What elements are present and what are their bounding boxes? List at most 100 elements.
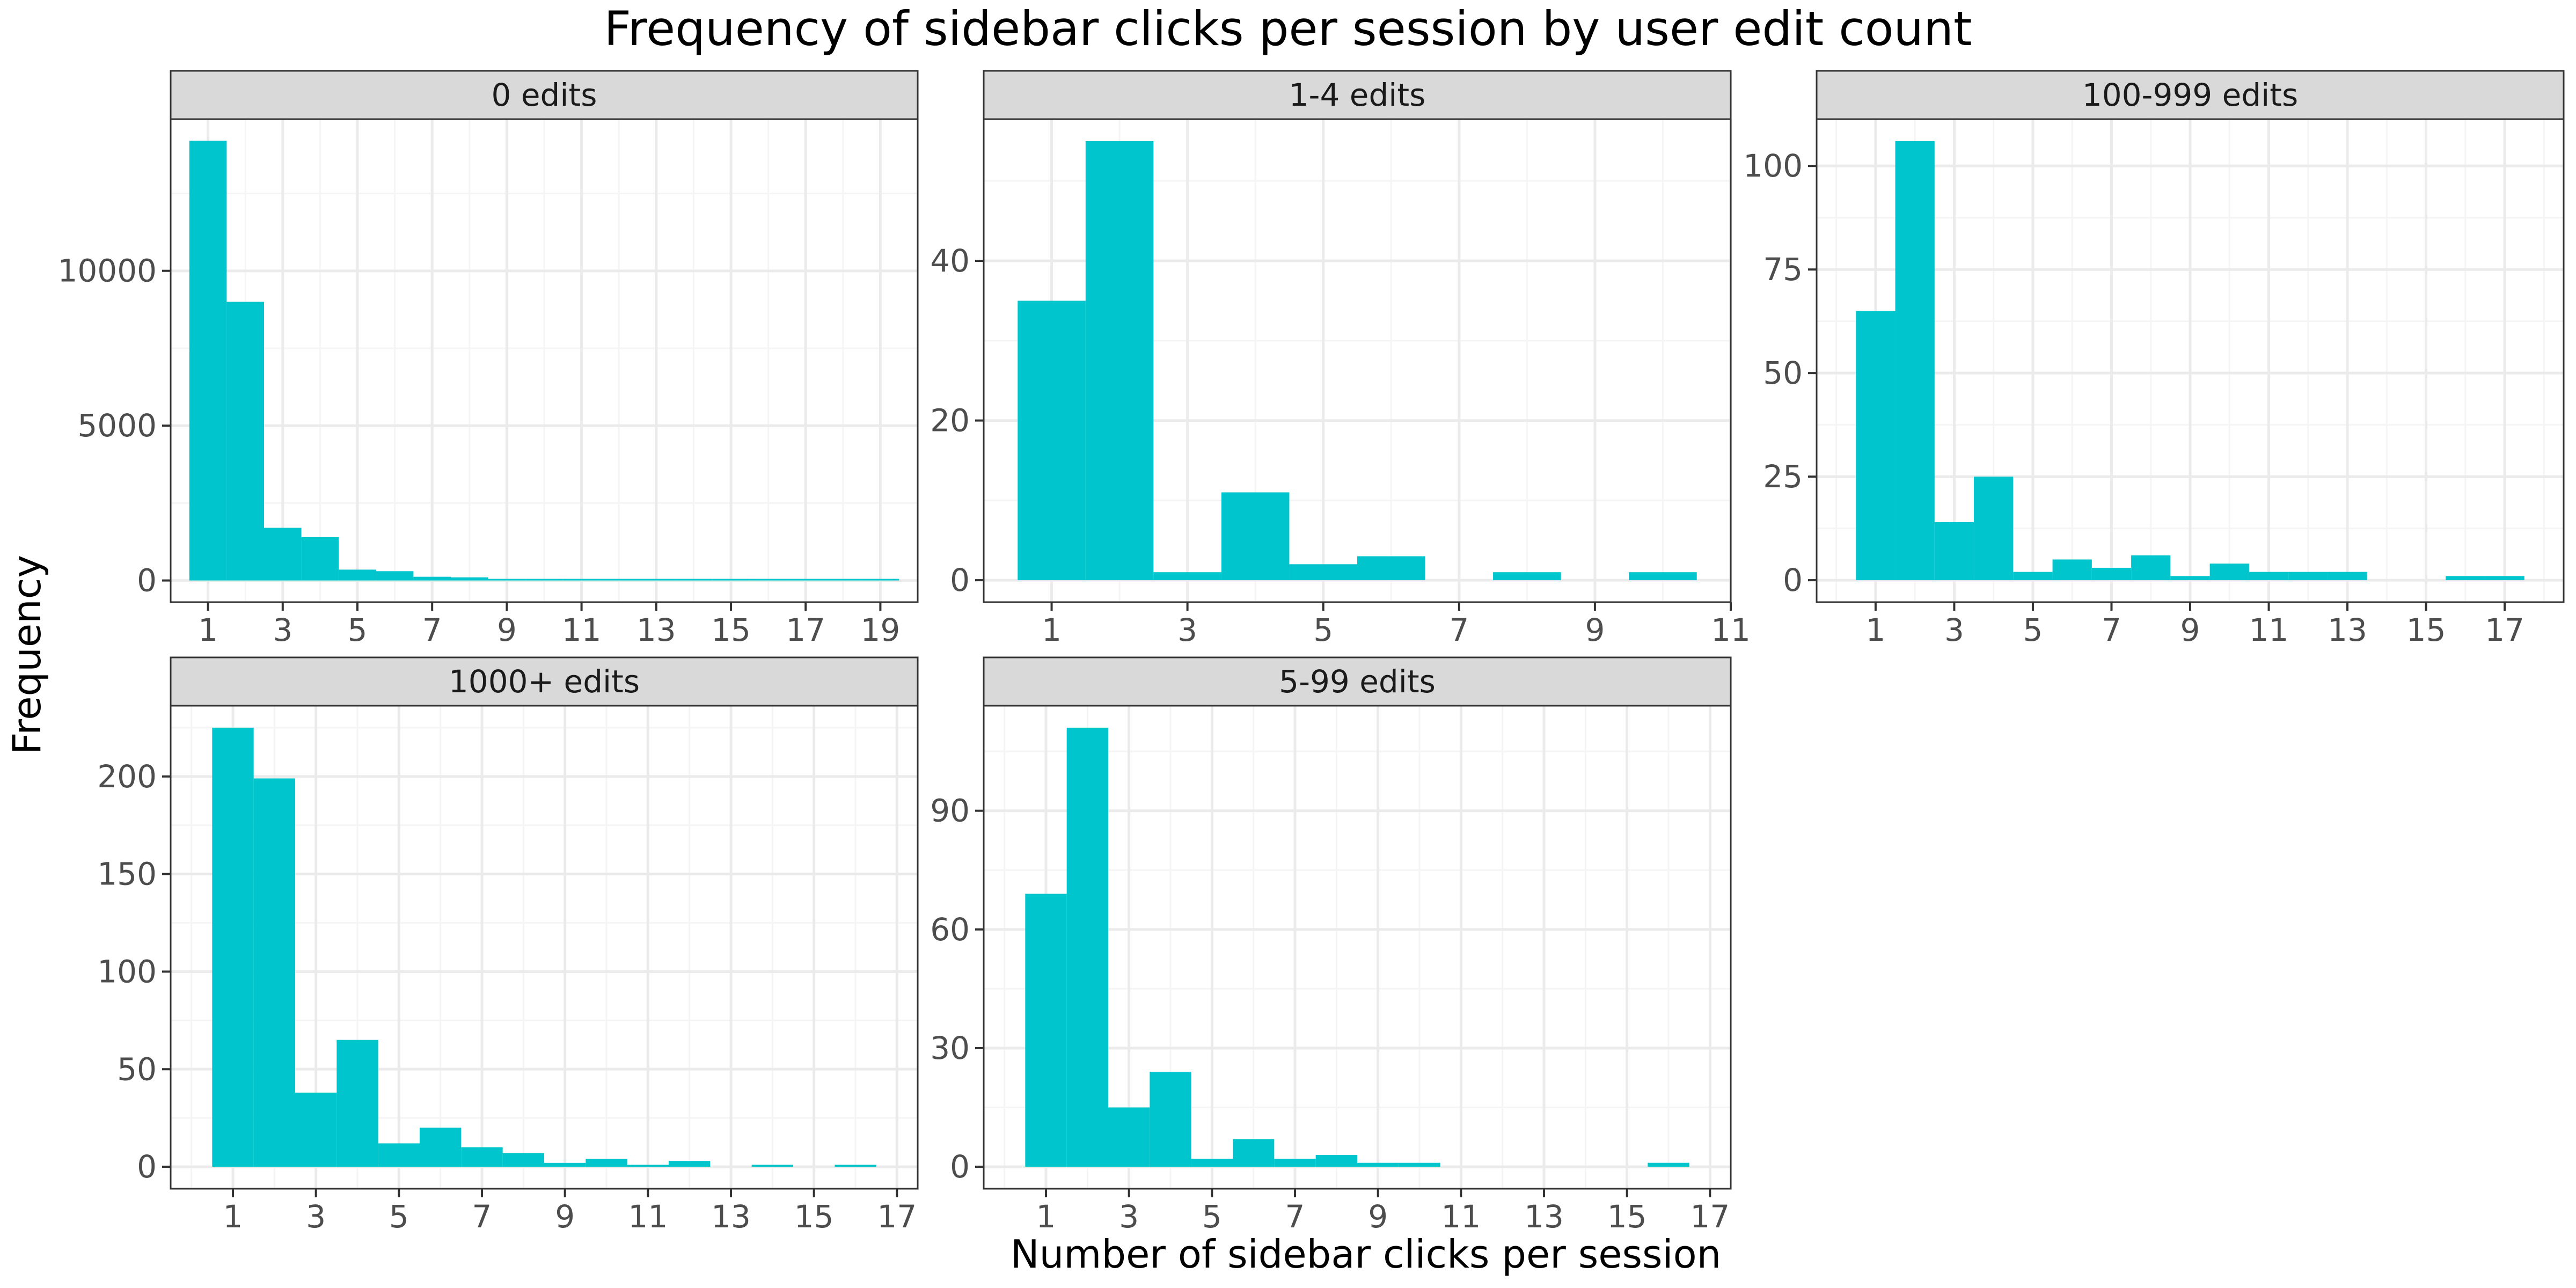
x-tick-label: 11 [1441,1198,1481,1235]
y-tick-label: 25 [1763,458,1803,495]
x-tick-label: 11 [2249,612,2289,648]
histogram-bar [2328,572,2367,581]
x-tick-label: 3 [1944,612,1964,648]
x-tick-label: 3 [273,612,292,648]
histogram-bar [2052,559,2092,581]
x-tick-label: 3 [1119,1198,1139,1235]
x-tick-label: 7 [1449,612,1469,648]
histogram-bar [1066,727,1108,1167]
histogram-bar [2446,576,2485,581]
histogram-bar [544,1162,586,1167]
histogram-bar [861,579,899,581]
y-tick-label: 60 [930,911,970,948]
histogram-bar [2249,572,2289,581]
facet-strip [170,70,919,120]
x-tick-label: 11 [1711,612,1751,648]
y-tick-label: 0 [950,1148,970,1185]
histogram-bar [787,579,824,581]
x-tick-label: 5 [1202,1198,1222,1235]
y-tick-label: 100 [97,953,157,990]
y-tick-label: 150 [97,856,157,892]
x-tick-label: 1 [1865,612,1885,648]
y-tick-label: 30 [930,1030,970,1066]
histogram-bar [226,302,264,581]
y-tick-label: 10000 [57,253,157,289]
histogram-bar [1934,522,1974,581]
histogram-bar [600,579,638,581]
histogram-bar [562,579,601,581]
facet-strip-label: 1-4 edits [1289,77,1426,113]
facet-strip-label: 100-999 edits [2082,77,2298,113]
x-tick-label: 5 [348,612,368,648]
x-tick-label: 17 [2485,612,2524,648]
histogram-bar [1895,141,1935,581]
histogram-bar [1493,572,1561,581]
histogram-bar [1085,141,1154,581]
x-tick-label: 1 [223,1198,243,1235]
y-tick-label: 20 [930,402,970,439]
histogram-bar [2288,572,2328,581]
x-tick-label: 17 [786,612,825,648]
histogram-bar [2131,555,2171,581]
x-tick-label: 17 [877,1198,917,1235]
x-tick-label: 19 [860,612,900,648]
x-tick-label: 7 [1285,1198,1305,1235]
x-tick-label: 3 [1177,612,1197,648]
x-tick-label: 13 [2328,612,2367,648]
x-tick-label: 15 [794,1198,834,1235]
x-tick-label: 13 [1524,1198,1564,1235]
x-tick-label: 13 [636,612,676,648]
histogram-bar [1153,572,1221,581]
x-tick-label: 1 [1036,1198,1056,1235]
y-tick-label: 5000 [77,407,157,444]
histogram-bar [1018,301,1086,581]
histogram-bar [1150,1072,1191,1167]
y-tick-label: 40 [930,243,970,279]
x-tick-label: 7 [422,612,442,648]
histogram-bar [1108,1107,1150,1167]
histogram-bar [835,1165,876,1167]
histogram-bar [1629,572,1697,581]
histogram-bar [376,571,414,581]
histogram-bar [488,579,526,581]
facet-strip [983,656,1732,707]
x-tick-label: 5 [1313,612,1333,648]
histogram-bar [1289,564,1357,581]
histogram-bar [2209,564,2249,581]
x-tick-label: 1 [198,612,218,648]
x-axis-title: Number of sidebar clicks per session [1011,1232,1722,1277]
histogram-bar [264,528,302,581]
histogram-bar [1648,1162,1689,1167]
y-tick-label: 0 [950,562,970,598]
x-tick-label: 9 [1368,1198,1388,1235]
histogram-bar [1233,1139,1275,1167]
histogram-bar [751,1165,793,1167]
x-tick-label: 15 [1607,1198,1647,1235]
y-tick-label: 50 [1763,355,1803,391]
histogram-bar [1357,556,1425,581]
histogram-bar [2485,576,2524,581]
histogram-bar [339,569,376,581]
histogram-bar [712,579,750,581]
x-tick-label: 5 [2023,612,2043,648]
histogram-bar [2170,576,2210,581]
histogram-bar [2091,567,2132,581]
histogram-bar [669,1161,711,1167]
histogram-bar [525,579,563,581]
histogram-bar [1399,1162,1440,1167]
x-tick-label: 15 [2406,612,2446,648]
y-tick-label: 75 [1763,251,1803,288]
histogram-bar [586,1159,627,1167]
x-tick-label: 11 [628,1198,668,1235]
x-tick-label: 15 [711,612,751,648]
x-tick-label: 17 [1690,1198,1730,1235]
facet-strip-label: 1000+ edits [449,663,640,700]
histogram-bar [1221,492,1290,581]
x-tick-label: 11 [562,612,602,648]
y-axis-title: Frequency [4,555,49,755]
facet-strip [170,656,919,707]
